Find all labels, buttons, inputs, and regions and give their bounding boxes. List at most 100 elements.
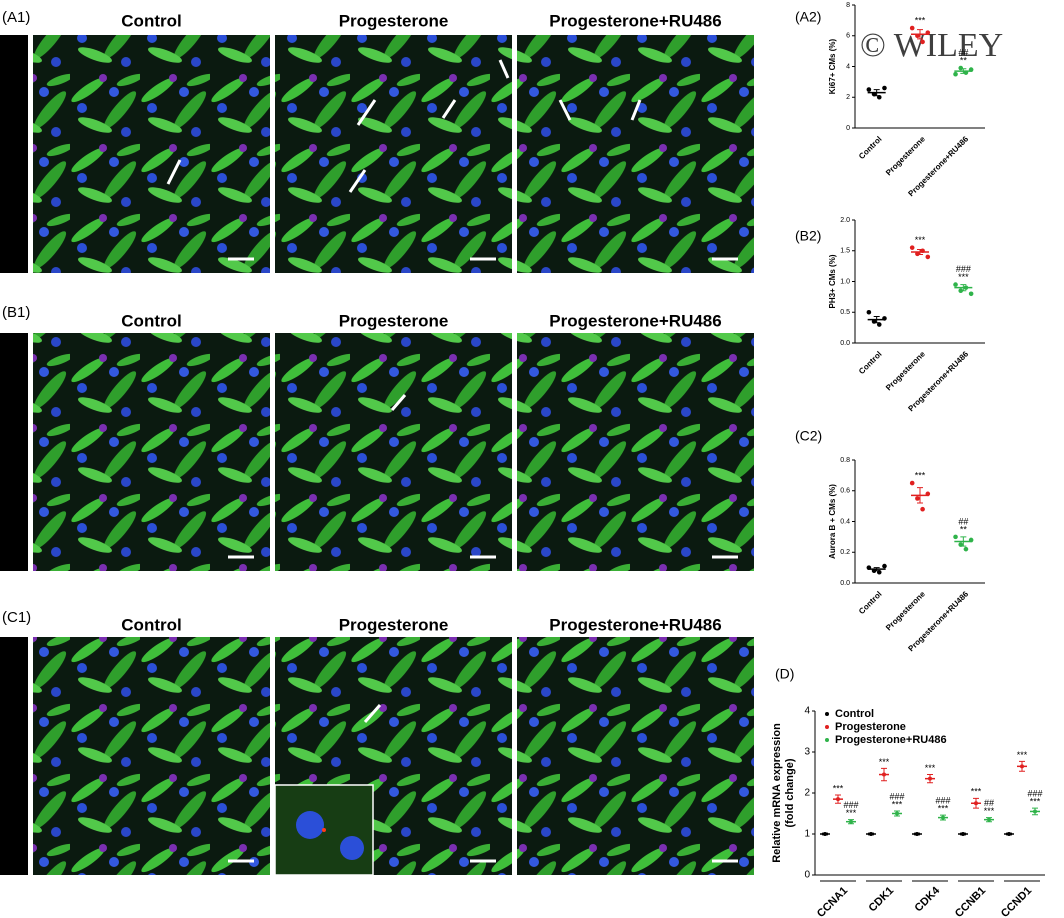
data-point <box>915 496 920 501</box>
data-point <box>876 322 882 327</box>
arrow <box>390 394 407 411</box>
y-axis-title: (fold change) <box>784 758 796 827</box>
x-tick-label: CCNB1 <box>953 885 988 918</box>
error-bar <box>914 832 920 836</box>
stain-label: DAPI <box>6 63 23 101</box>
data-point <box>953 534 958 540</box>
y-tick-label: 2 <box>846 94 850 101</box>
data-point <box>882 85 887 91</box>
error-bar <box>973 797 979 809</box>
significance: ## <box>958 47 968 57</box>
legend-marker <box>825 738 829 742</box>
y-tick-label: 2.0 <box>840 217 850 224</box>
data-point <box>882 563 887 569</box>
micrograph <box>33 637 270 875</box>
stain-label: DAPI <box>6 361 23 399</box>
legend-label: Control <box>835 708 874 720</box>
significance: *** <box>925 763 936 773</box>
error-bar <box>894 810 900 817</box>
error-bar <box>848 819 854 825</box>
legend-marker <box>825 712 829 716</box>
panel-label: (C1) <box>2 609 31 626</box>
error-bar <box>881 767 887 782</box>
significance: *** <box>971 787 982 797</box>
error-bar <box>960 832 966 836</box>
significance: *** <box>879 757 890 767</box>
column-title: Progesterone+RU486 <box>549 615 721 634</box>
significance: *** <box>915 235 926 245</box>
micrograph <box>275 333 512 571</box>
column-title: Progesterone <box>339 615 449 634</box>
y-axis-title: Aurora B + CMs (%) <box>828 484 837 559</box>
y-tick-label: 1.5 <box>840 248 850 255</box>
significance: *** <box>958 272 969 282</box>
x-tick-label: Control <box>857 350 883 376</box>
error-bar <box>917 249 923 255</box>
error-bar <box>940 814 946 821</box>
stain-strip <box>0 35 28 273</box>
data-point <box>963 546 969 552</box>
column-title: Control <box>121 311 181 330</box>
stain-strip <box>0 637 28 875</box>
column-title: Progesterone <box>339 11 449 30</box>
error-bar <box>960 536 967 547</box>
y-tick-label: 1.0 <box>840 278 850 285</box>
column-title: Control <box>121 615 181 634</box>
error-bar <box>873 567 880 572</box>
y-tick-label: 0.6 <box>840 488 850 495</box>
micrograph <box>275 35 512 273</box>
stain-label: PH3 <box>6 512 23 543</box>
significance: *** <box>1017 750 1028 760</box>
error-bar <box>873 89 880 97</box>
stain-label: cTnT <box>6 737 23 775</box>
x-tick-label: CDK1 <box>867 885 897 915</box>
y-axis-title: Ki67+ CMs (%) <box>828 38 837 94</box>
data-point <box>953 282 958 287</box>
arrow <box>441 99 457 119</box>
error-bar <box>873 316 880 324</box>
arrow <box>348 169 367 193</box>
micrograph <box>517 637 754 875</box>
error-bar <box>835 794 841 804</box>
inset-signal <box>322 828 326 832</box>
micrograph <box>517 35 754 273</box>
column-title: Control <box>121 11 181 30</box>
y-tick-label: 4 <box>804 706 810 717</box>
data-point <box>958 65 964 71</box>
data-point <box>968 291 974 297</box>
x-tick-label: Progesterone <box>884 589 927 632</box>
data-point <box>920 506 925 512</box>
significance: *** <box>938 804 949 814</box>
significance: ### <box>889 791 904 801</box>
y-tick-label: 4 <box>846 63 850 70</box>
data-point <box>909 245 915 250</box>
significance: *** <box>915 470 926 480</box>
x-tick-label: CDK4 <box>913 884 943 914</box>
error-bar <box>868 832 874 836</box>
x-tick-label: Control <box>857 135 883 161</box>
y-tick-label: 0 <box>804 870 810 881</box>
data-point <box>953 71 958 77</box>
panel-label: (B1) <box>2 304 30 321</box>
arrow <box>630 99 642 121</box>
x-tick-label: Progesterone <box>884 134 927 177</box>
y-axis-title: Relative mRNA expression <box>771 723 783 863</box>
y-tick-label: 6 <box>846 33 850 40</box>
panel-label: (A1) <box>2 9 30 26</box>
y-tick-label: 0.0 <box>840 580 850 587</box>
significance: ### <box>956 264 971 274</box>
error-bar <box>960 284 967 292</box>
significance: ### <box>935 796 950 806</box>
y-tick-label: 0.0 <box>840 340 850 347</box>
significance: *** <box>984 806 995 816</box>
y-tick-label: 2 <box>804 788 810 799</box>
legend-label: Progesterone <box>835 721 906 733</box>
chart-label: (A2) <box>795 9 821 25</box>
stain-label: DAPI <box>6 665 23 703</box>
data-point <box>909 25 915 31</box>
arrow <box>356 99 377 126</box>
error-bar <box>917 29 923 40</box>
error-bar <box>822 832 828 836</box>
significance: ### <box>1027 789 1042 799</box>
data-point <box>866 87 872 92</box>
